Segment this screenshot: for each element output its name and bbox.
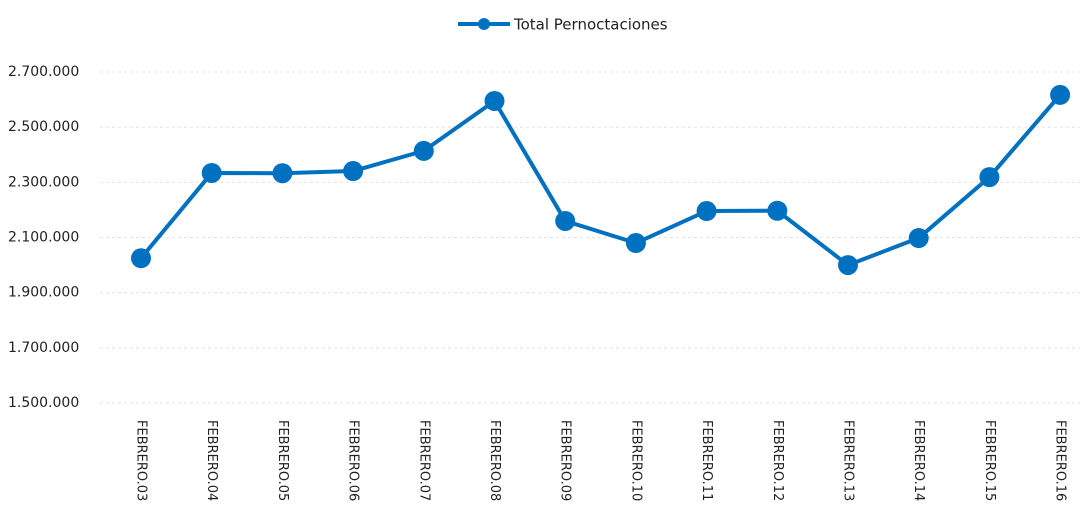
x-tick-label: FEBRERO.10	[628, 420, 643, 501]
x-tick-label: FEBRERO.14	[911, 420, 926, 501]
data-point	[696, 201, 717, 222]
y-tick-label: 2.100.000	[8, 230, 79, 246]
y-tick-label: 2.700.000	[8, 64, 79, 80]
y-tick-label: 2.500.000	[8, 119, 79, 135]
legend-label: Total Pernoctaciones	[513, 16, 668, 34]
data-point	[201, 162, 222, 183]
x-tick-label: FEBRERO.12	[770, 420, 785, 501]
legend-marker	[478, 18, 490, 30]
x-tick-label: FEBRERO.08	[487, 420, 502, 501]
x-tick-label: FEBRERO.04	[204, 420, 219, 501]
data-point	[979, 167, 1000, 188]
data-point	[908, 228, 929, 249]
x-tick-label: FEBRERO.09	[558, 420, 573, 501]
data-point	[1050, 84, 1071, 105]
y-tick-label: 1.500.000	[8, 395, 79, 411]
x-tick-label: FEBRERO.16	[1053, 420, 1068, 501]
data-point	[272, 163, 293, 184]
data-point	[625, 233, 646, 254]
data-point	[413, 140, 434, 161]
y-tick-label: 1.900.000	[8, 285, 79, 301]
y-tick-label: 1.700.000	[8, 340, 79, 356]
x-tick-label: FEBRERO.06	[346, 420, 361, 501]
data-point	[555, 210, 576, 231]
data-point	[484, 90, 505, 111]
x-tick-label: FEBRERO.13	[841, 420, 856, 501]
x-tick-label: FEBRERO.11	[699, 420, 714, 501]
x-tick-label: FEBRERO.05	[275, 420, 290, 501]
data-point	[838, 255, 858, 276]
x-tick-label: FEBRERO.15	[982, 420, 997, 501]
data-point	[767, 200, 788, 221]
data-point	[131, 248, 151, 269]
series-line	[139, 93, 1062, 268]
x-tick-label: FEBRERO.03	[134, 420, 149, 501]
y-tick-label: 2.300.000	[8, 174, 79, 190]
data-point	[343, 161, 364, 182]
x-tick-label: FEBRERO.07	[416, 420, 431, 501]
